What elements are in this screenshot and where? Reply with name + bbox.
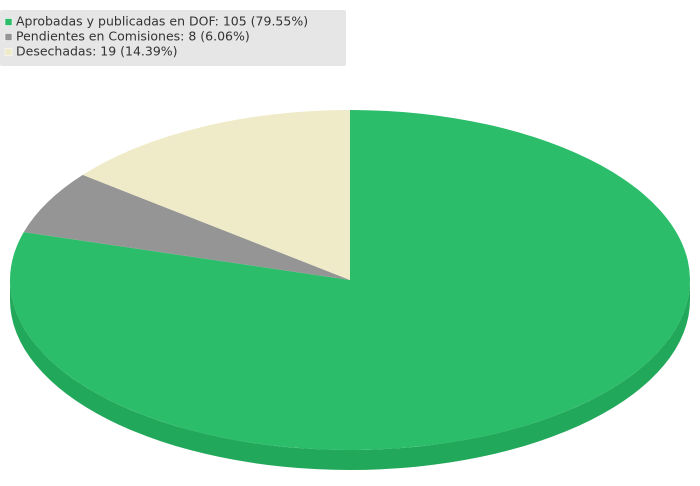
slice [10,110,691,450]
legend-swatch [4,48,13,56]
legend-label: Pendientes en Comisiones: 8 (6.06%) [16,29,250,44]
slice [23,174,350,280]
slice [82,110,351,280]
legend-swatch [4,33,13,41]
legend-swatch [4,18,13,26]
legend-box [0,10,346,66]
legend-label: Aprobadas y publicadas en DOF: 105 (79.5… [16,14,308,29]
legend-label: Desechadas: 19 (14.39%) [16,44,178,59]
